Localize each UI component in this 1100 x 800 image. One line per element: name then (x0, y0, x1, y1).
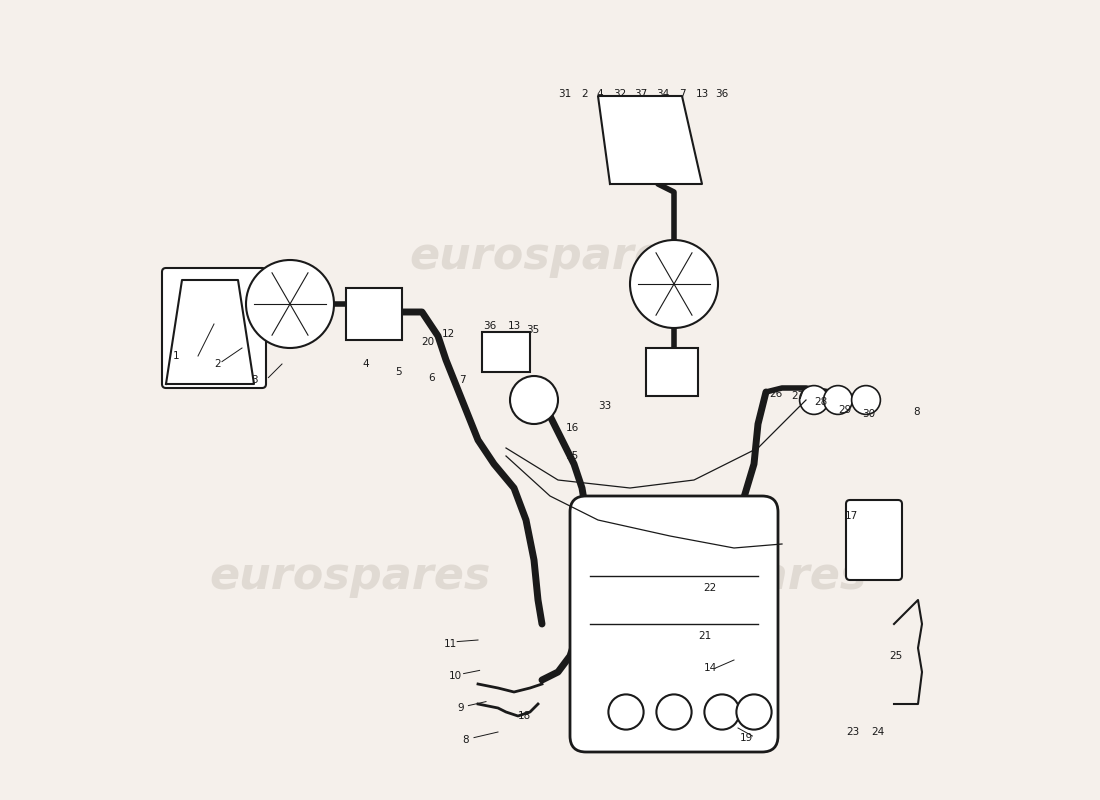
Circle shape (657, 694, 692, 730)
Text: 26: 26 (769, 390, 782, 399)
Circle shape (608, 694, 644, 730)
Text: 22: 22 (703, 583, 716, 593)
Text: 36: 36 (483, 322, 496, 331)
Text: 8: 8 (463, 735, 470, 745)
FancyBboxPatch shape (346, 288, 402, 340)
Text: 2: 2 (214, 359, 221, 369)
Text: 4: 4 (596, 90, 603, 99)
Text: 15: 15 (565, 451, 579, 461)
Polygon shape (598, 96, 702, 184)
Text: 5: 5 (395, 367, 402, 377)
Text: 11: 11 (443, 639, 456, 649)
Text: 7: 7 (459, 375, 465, 385)
Text: 8: 8 (913, 407, 920, 417)
FancyBboxPatch shape (482, 332, 530, 372)
FancyBboxPatch shape (646, 348, 698, 396)
Text: 35: 35 (526, 325, 539, 334)
Circle shape (246, 260, 334, 348)
Text: 14: 14 (703, 663, 716, 673)
Text: 9: 9 (458, 703, 464, 713)
Text: 37: 37 (635, 90, 648, 99)
Text: 25: 25 (889, 651, 902, 661)
FancyBboxPatch shape (570, 496, 778, 752)
Text: 7: 7 (679, 90, 685, 99)
Text: 27: 27 (791, 391, 804, 401)
Text: 3: 3 (251, 375, 257, 385)
Text: 19: 19 (739, 734, 752, 743)
Text: 1: 1 (173, 351, 179, 361)
Text: 23: 23 (847, 727, 860, 737)
Circle shape (800, 386, 828, 414)
Circle shape (824, 386, 852, 414)
Text: 24: 24 (871, 727, 884, 737)
Text: 29: 29 (838, 405, 851, 414)
Text: 6: 6 (428, 373, 435, 382)
Circle shape (704, 694, 739, 730)
Text: 2: 2 (581, 90, 587, 99)
Text: 33: 33 (597, 402, 611, 411)
Text: 13: 13 (507, 322, 520, 331)
Text: 4: 4 (363, 359, 370, 369)
Text: eurospares: eurospares (585, 554, 867, 598)
Text: 17: 17 (845, 511, 858, 521)
Text: 20: 20 (421, 337, 434, 346)
Polygon shape (166, 280, 254, 384)
Text: 12: 12 (442, 330, 455, 339)
Circle shape (736, 694, 771, 730)
Text: 18: 18 (518, 711, 531, 721)
Text: 32: 32 (613, 90, 626, 99)
Text: 34: 34 (657, 90, 670, 99)
Text: 13: 13 (695, 90, 708, 99)
Text: 28: 28 (814, 398, 827, 407)
Text: eurospares: eurospares (409, 234, 691, 278)
Circle shape (630, 240, 718, 328)
Circle shape (510, 376, 558, 424)
Text: 21: 21 (697, 631, 711, 641)
FancyBboxPatch shape (162, 268, 266, 388)
Text: 30: 30 (861, 409, 875, 418)
Text: 36: 36 (715, 90, 728, 99)
Text: 31: 31 (558, 90, 571, 99)
Circle shape (851, 386, 880, 414)
Text: 16: 16 (565, 423, 579, 433)
Text: eurospares: eurospares (209, 554, 491, 598)
FancyBboxPatch shape (846, 500, 902, 580)
Text: 10: 10 (449, 671, 462, 681)
